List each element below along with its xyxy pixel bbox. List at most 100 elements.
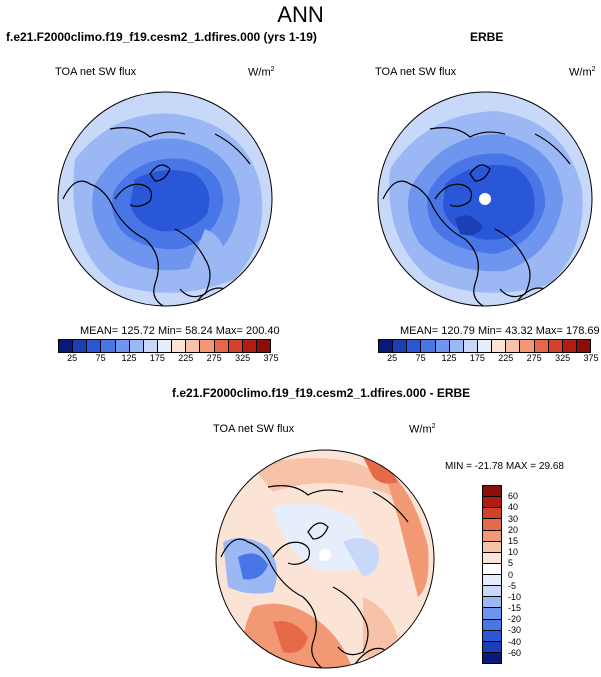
diff-colorbar-tick: -20 (508, 614, 522, 625)
right-colorbar-swatch (576, 340, 591, 352)
left-colorbar-tick: 325 (235, 353, 251, 363)
right-colorbar-swatch (477, 340, 493, 352)
left-colorbar-swatch (73, 340, 88, 352)
diff-colorbar: 60 40 30 20 15 10 5 0 -5 -10 -15 -20 -30 -40 -60 (482, 485, 521, 664)
right-colorbar-swatch (421, 340, 436, 352)
diff-colorbar-swatch (483, 652, 501, 663)
right-colorbar-swatch (435, 340, 450, 352)
left-variable-label: TOA net SW flux (55, 66, 137, 78)
left-colorbar-swatch (214, 340, 229, 352)
right-colorbar-swatch (449, 340, 464, 352)
right-colorbar-tick: 375 (583, 353, 599, 363)
diff-colorbar-swatch (483, 586, 501, 598)
left-colorbar-tick: 75 (95, 353, 106, 363)
diff-stats: MIN = -21.78 MAX = 29.68 (445, 461, 564, 472)
diff-colorbar-ticks: 60 40 30 20 15 10 5 0 -5 -10 -15 -20 -30 -40 -60 (508, 485, 538, 664)
right-colorbar-swatch (520, 340, 535, 352)
right-colorbar-tick: 25 (387, 353, 398, 363)
diff-colorbar-swatch (483, 541, 501, 553)
right-colorbar-swatch (534, 340, 549, 352)
right-pole-missing (479, 193, 491, 205)
diff-blue-east (343, 538, 379, 577)
right-colorbar-swatch (393, 340, 408, 352)
diff-colorbar-tick: 30 (508, 513, 519, 524)
left-colorbar-swatch (172, 340, 187, 352)
left-polar-map (57, 91, 273, 307)
left-colorbar-tick: 225 (178, 353, 194, 363)
diff-colorbar-tick: -15 (508, 603, 522, 614)
diff-colorbar-tick: 60 (508, 491, 519, 502)
diff-colorbar-tick: -5 (508, 580, 517, 591)
left-colorbar: 25 75 125 175 225 275 325 375 (58, 339, 279, 365)
left-units-label: W/m2 (248, 66, 275, 79)
diff-colorbar-swatch (483, 575, 501, 587)
right-colorbar-tick: 225 (498, 353, 514, 363)
left-colorbar-swatch (242, 340, 257, 352)
diff-colorbar-swatch (483, 486, 501, 498)
diff-colorbar-swatch (483, 619, 501, 631)
diff-colorbar-tick: 15 (508, 535, 519, 546)
diff-colorbar-swatches (482, 485, 502, 664)
left-colorbar-tick: 375 (263, 353, 279, 363)
diff-colorbar-swatch (483, 530, 501, 542)
diff-colorbar-swatch (483, 552, 501, 564)
left-stats: MEAN= 125.72 Min= 58.24 Max= 200.40 (80, 325, 280, 337)
diff-blue-west-deep (238, 553, 268, 580)
right-colorbar-swatch (548, 340, 563, 352)
right-colorbar-swatches (378, 339, 591, 353)
left-colorbar-swatch (228, 340, 243, 352)
left-colorbar-tick: 25 (67, 353, 78, 363)
right-colorbar-tick: 75 (415, 353, 426, 363)
diff-red-ne (363, 457, 398, 484)
diff-colorbar-tick: 20 (508, 524, 519, 535)
right-units-label: W/m2 (569, 66, 596, 79)
diff-panel-header: f.e21.F2000climo.f19_f19.cesm2_1.dfires.… (172, 386, 471, 400)
left-colorbar-swatch (129, 340, 144, 352)
right-polar-map (377, 91, 593, 307)
right-colorbar-swatch (506, 340, 521, 352)
left-colorbar-swatch (59, 340, 74, 352)
right-band-deep (455, 215, 483, 236)
right-colorbar-tick: 125 (441, 353, 457, 363)
diff-pole-missing (319, 549, 331, 561)
diff-colorbar-swatch (483, 563, 501, 575)
left-colorbar-swatch (87, 340, 102, 352)
left-colorbar-swatch (143, 340, 158, 352)
right-colorbar-swatch (463, 340, 478, 352)
diff-colorbar-swatch (483, 630, 501, 642)
diff-red-se (363, 597, 398, 658)
diff-colorbar-swatch (483, 608, 501, 620)
right-colorbar-swatch (407, 340, 422, 352)
page-title: ANN (277, 2, 324, 27)
diff-colorbar-tick: -10 (508, 591, 522, 602)
left-colorbar-tick: 275 (206, 353, 222, 363)
diff-polar-map (215, 449, 435, 669)
left-band-core (130, 170, 210, 232)
right-colorbar-tick: 325 (555, 353, 571, 363)
diff-colorbar-swatch (483, 519, 501, 531)
left-panel-header: f.e21.F2000climo.f19_f19.cesm2_1.dfires.… (6, 30, 317, 44)
left-colorbar-tick: 125 (121, 353, 137, 363)
left-colorbar-swatch (101, 340, 116, 352)
diff-red-south-deep (273, 621, 308, 653)
diff-colorbar-tick: 10 (508, 547, 519, 558)
right-colorbar-swatch (379, 340, 394, 352)
right-colorbar: 25 75 125 175 225 275 325 375 (378, 339, 599, 365)
diff-colorbar-swatch (483, 497, 501, 509)
diff-colorbar-swatch (483, 597, 501, 609)
right-colorbar-tick: 175 (469, 353, 485, 363)
diff-colorbar-swatch (483, 641, 501, 653)
left-colorbar-swatch (157, 340, 173, 352)
diff-colorbar-tick: -60 (508, 647, 522, 658)
right-stats: MEAN= 120.79 Min= 43.32 Max= 178.69 (400, 325, 600, 337)
left-colorbar-swatch (256, 340, 271, 352)
diff-colorbar-swatch (483, 508, 501, 520)
diff-units-label: W/m2 (409, 423, 436, 436)
diff-colorbar-tick: 0 (508, 569, 514, 580)
diff-coastlines (220, 485, 409, 668)
left-colorbar-ticks: 25 75 125 175 225 275 325 375 (58, 353, 278, 365)
diff-colorbar-tick: -30 (508, 625, 522, 636)
left-colorbar-swatch (200, 340, 215, 352)
diff-colorbar-tick: -40 (508, 636, 522, 647)
left-colorbar-swatch (186, 340, 201, 352)
